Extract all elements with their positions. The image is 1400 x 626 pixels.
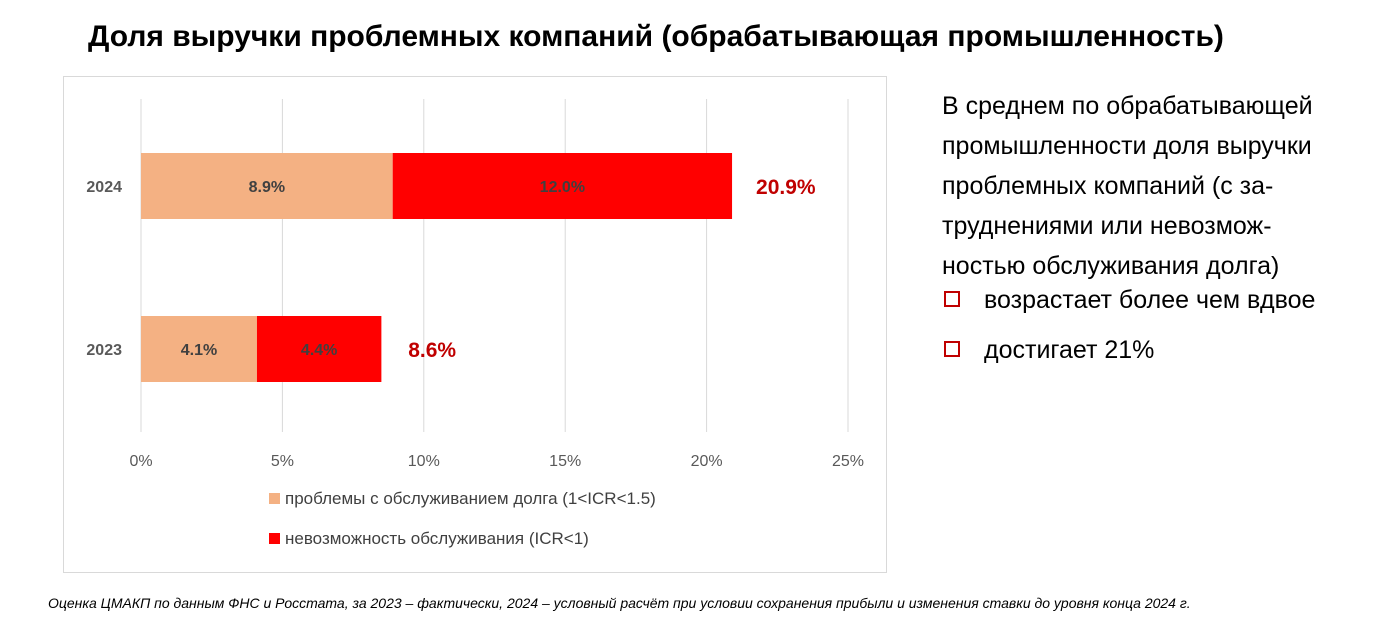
data-label: 8.9% bbox=[249, 179, 285, 196]
x-tick-label: 0% bbox=[129, 453, 152, 470]
commentary-line: проблемных компаний (с за- bbox=[942, 172, 1274, 200]
category-label: 2023 bbox=[86, 342, 122, 359]
bar-chart: 0% 5% 10% 15% 20% 25% 2024 8.9% 12.0% 20.9% 2023 4.… bbox=[86, 99, 864, 548]
bullet-item: возрастает более чем вдвое bbox=[944, 286, 1315, 315]
chart-area: 0% 5% 10% 15% 20% 25% 2024 8.9% 12.0% 20.9% 2023 4.… bbox=[63, 76, 887, 573]
data-label: 12.0% bbox=[540, 179, 585, 196]
legend-swatch bbox=[269, 533, 280, 544]
chart-title: Доля выручки проблемных компаний (обраба… bbox=[88, 20, 1224, 53]
total-label: 8.6% bbox=[408, 339, 456, 362]
bullet-text: достигает 21% bbox=[984, 336, 1155, 364]
bar-segment bbox=[392, 153, 733, 219]
total-label: 20.9% bbox=[756, 176, 816, 199]
commentary-line: В среднем по обрабатывающей bbox=[942, 92, 1313, 120]
commentary-text: В среднем по обрабатывающей промышленнос… bbox=[942, 86, 1382, 286]
bullet-text: возрастает более чем вдвое bbox=[984, 286, 1316, 314]
bar-segment bbox=[141, 316, 257, 382]
bar-segment bbox=[141, 153, 393, 219]
x-tick-label: 15% bbox=[549, 453, 581, 470]
category-label: 2024 bbox=[86, 179, 122, 196]
x-tick-label: 5% bbox=[271, 453, 294, 470]
bullet-item: достигает 21% bbox=[944, 336, 1154, 365]
legend-label: невозможность обслуживания (ICR<1) bbox=[285, 529, 589, 548]
legend-label: проблемы с обслуживанием долга (1<ICR<1.… bbox=[285, 489, 656, 508]
x-tick-label: 25% bbox=[832, 453, 864, 470]
commentary-line: промышленности доля выручки bbox=[942, 132, 1312, 160]
data-label: 4.1% bbox=[181, 342, 217, 359]
source-footnote: Оценка ЦМАКП по данным ФНС и Росстата, з… bbox=[48, 595, 1191, 611]
bar-segment bbox=[256, 316, 382, 382]
data-label: 4.4% bbox=[301, 342, 337, 359]
commentary-line: труднениями или невозмож- bbox=[942, 212, 1272, 240]
commentary-line: ностью обслуживания долга) bbox=[942, 252, 1280, 280]
legend-swatch bbox=[269, 493, 280, 504]
checkbox-square-icon bbox=[944, 291, 960, 307]
x-tick-label: 20% bbox=[691, 453, 723, 470]
checkbox-square-icon bbox=[944, 341, 960, 357]
x-tick-label: 10% bbox=[408, 453, 440, 470]
